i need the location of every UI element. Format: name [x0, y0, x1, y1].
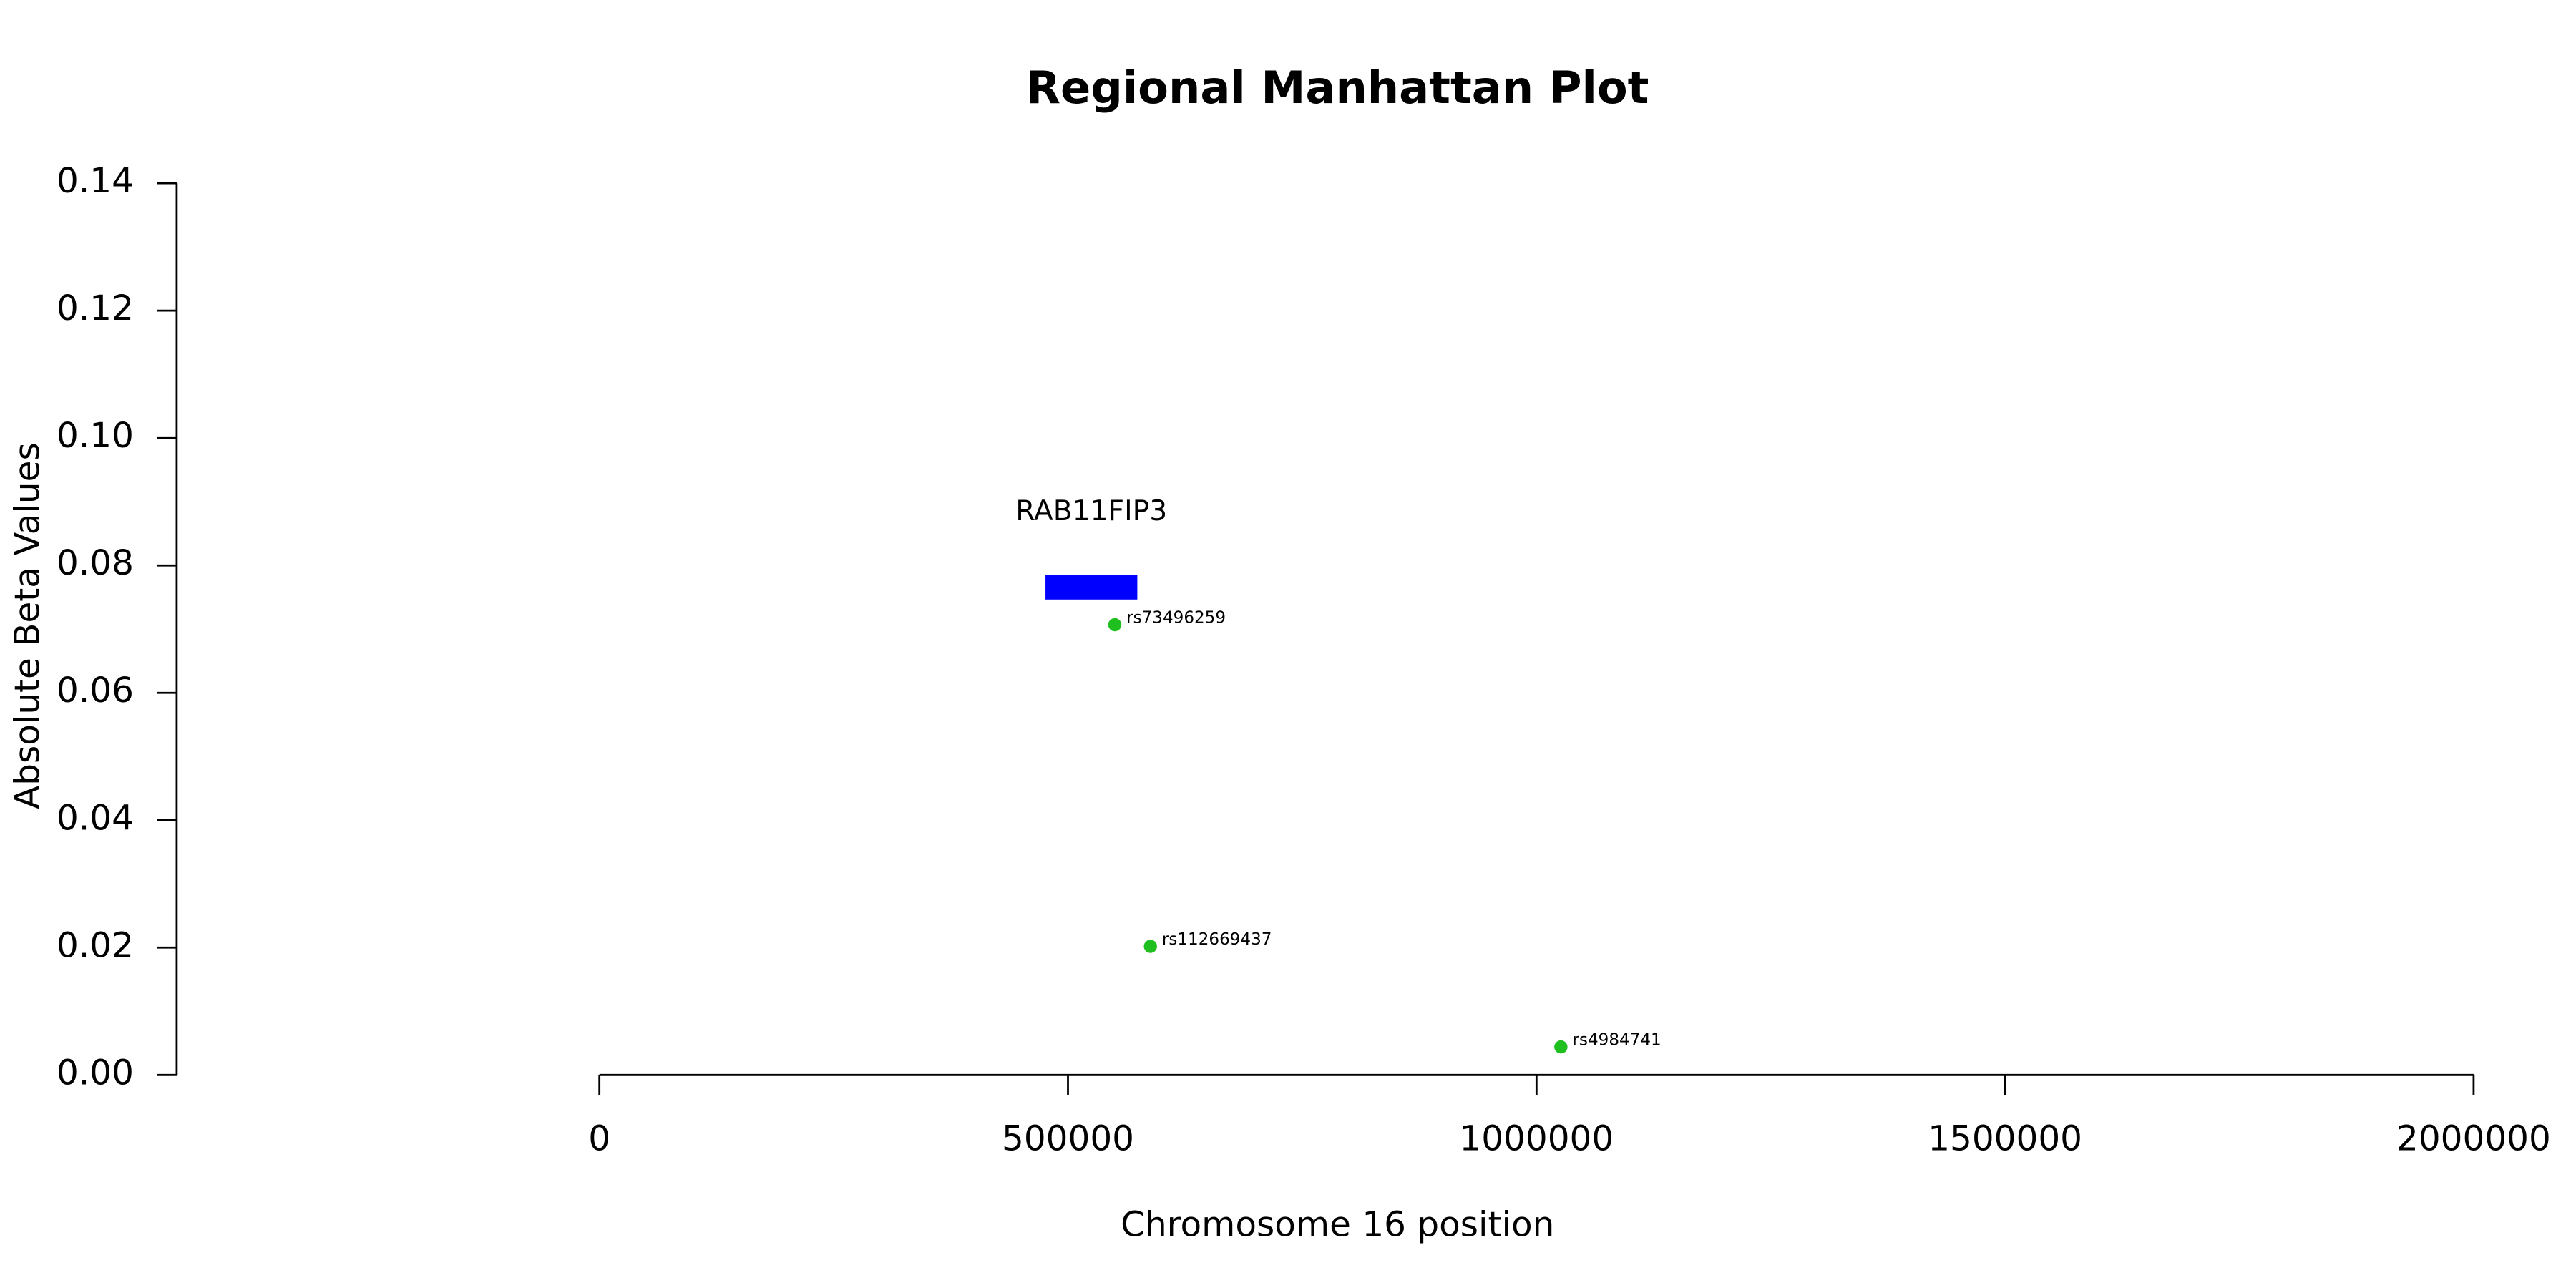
snp-label: rs4984741: [1573, 1030, 1662, 1049]
chart-title: Regional Manhattan Plot: [1026, 62, 1649, 114]
snp-label: rs73496259: [1126, 608, 1226, 627]
y-tick-label: 0.08: [57, 543, 134, 583]
y-tick-label: 0.14: [57, 161, 134, 201]
x-tick-label: 2000000: [2396, 1119, 2551, 1159]
x-tick-label: 0: [588, 1119, 610, 1159]
y-tick-label: 0.10: [57, 416, 134, 456]
snp-label: rs112669437: [1162, 930, 1272, 949]
x-axis-label: Chromosome 16 position: [1121, 1205, 1554, 1245]
x-tick-label: 500000: [1002, 1119, 1134, 1159]
y-tick-label: 0.02: [57, 925, 134, 965]
snp-point: [1108, 618, 1122, 632]
snp-point: [1554, 1040, 1568, 1054]
gene-label: RAB11FIP3: [1015, 495, 1167, 527]
y-tick-label: 0.06: [57, 670, 134, 711]
y-tick-label: 0.00: [57, 1053, 134, 1093]
y-axis-label: Absolute Beta Values: [8, 442, 48, 809]
x-tick-label: 1500000: [1928, 1119, 2082, 1159]
snp-point: [1143, 940, 1157, 953]
y-tick-label: 0.04: [57, 798, 134, 838]
y-tick-label: 0.12: [57, 288, 134, 328]
gene-box: [1045, 575, 1138, 600]
x-tick-label: 1000000: [1459, 1119, 1614, 1159]
